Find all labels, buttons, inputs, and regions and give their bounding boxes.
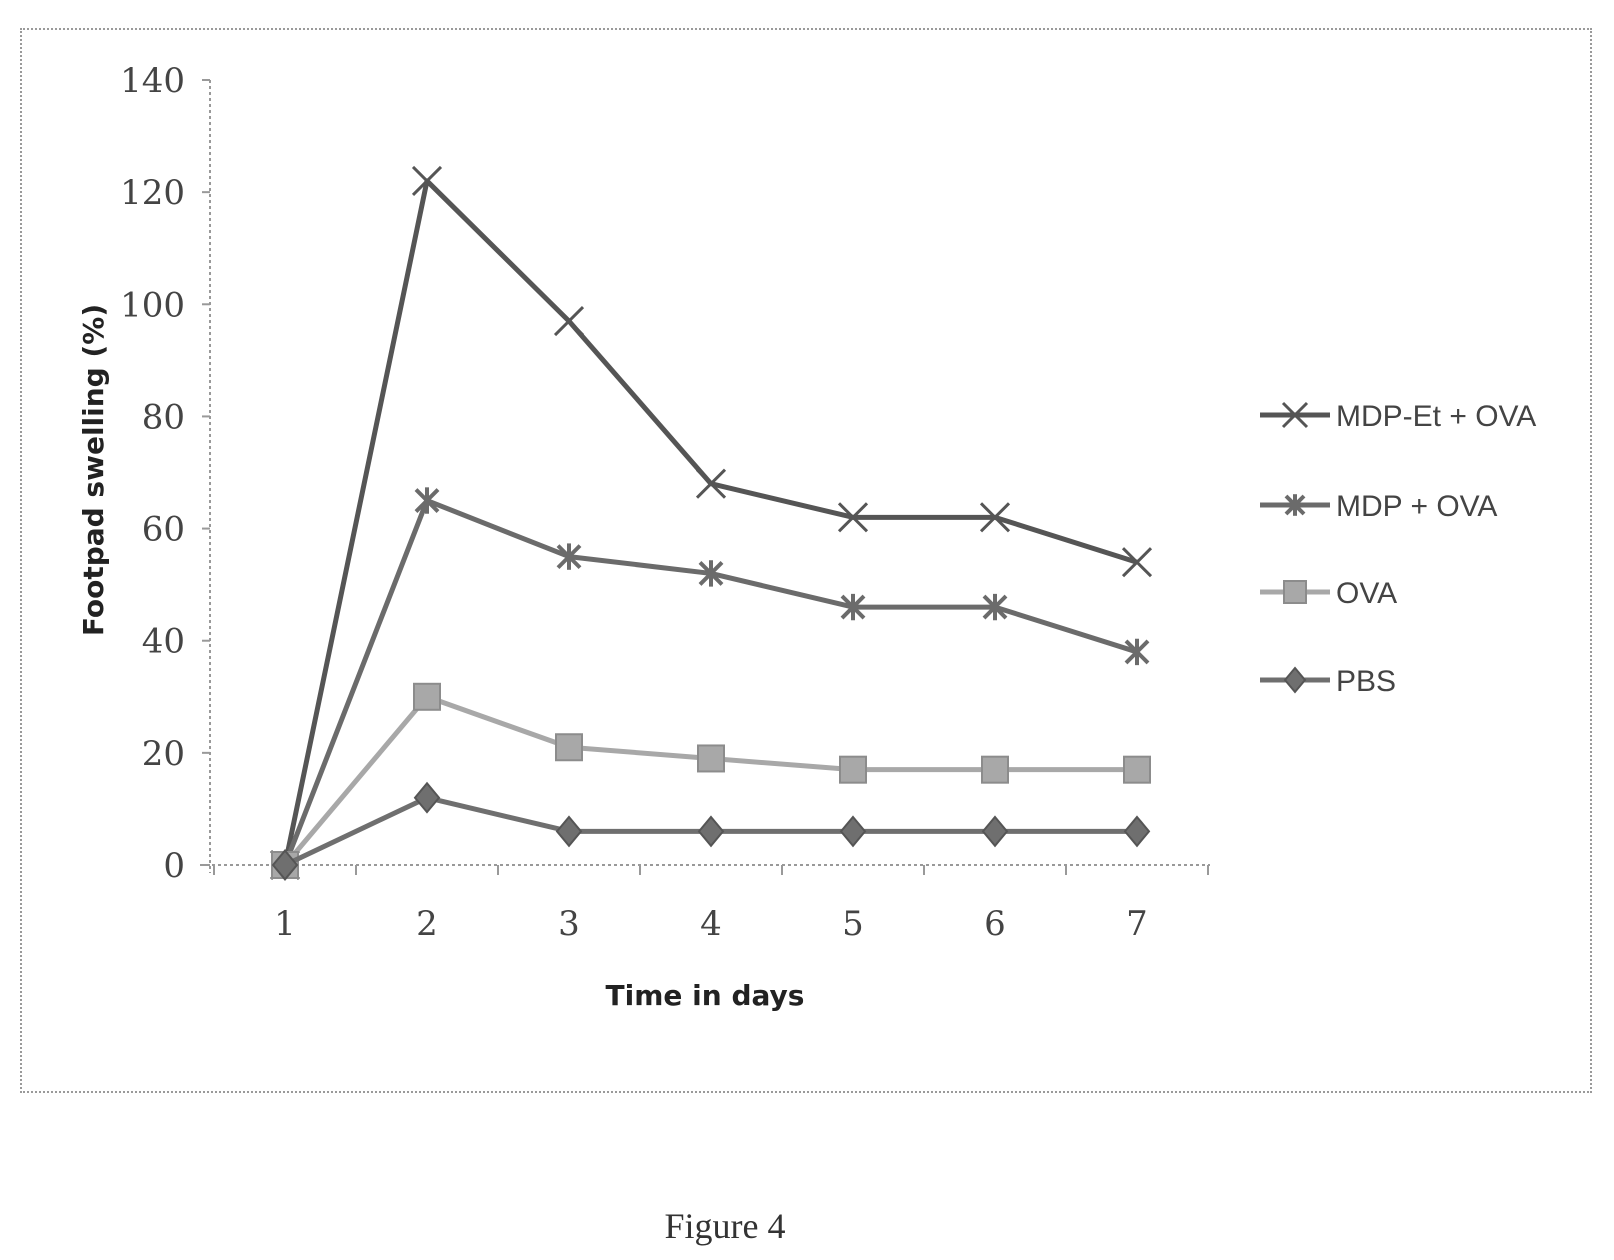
legend-item: OVA bbox=[1260, 577, 1397, 610]
y-tick-label: 80 bbox=[142, 397, 185, 437]
marker-stroke bbox=[411, 165, 443, 196]
data-point bbox=[839, 815, 867, 848]
marker-stroke bbox=[553, 306, 585, 337]
legend-label: OVA bbox=[1336, 577, 1397, 610]
legend-item: MDP-Et + OVA bbox=[1260, 400, 1536, 433]
chart-axes bbox=[200, 80, 1210, 873]
series-line bbox=[282, 498, 1138, 866]
x-tick-label: 3 bbox=[558, 904, 580, 944]
data-point bbox=[981, 815, 1009, 848]
data-point bbox=[837, 502, 869, 533]
data-point bbox=[1123, 755, 1151, 784]
data-point bbox=[411, 165, 443, 196]
data-point bbox=[413, 781, 441, 814]
y-tick-label: 40 bbox=[142, 622, 185, 662]
data-point bbox=[413, 682, 441, 711]
data-point bbox=[1124, 638, 1150, 666]
y-tick-label: 60 bbox=[142, 510, 185, 550]
marker-stroke bbox=[695, 468, 727, 499]
legend-marker bbox=[1281, 401, 1309, 429]
x-tick-label: 2 bbox=[416, 904, 438, 944]
legend-item: MDP + OVA bbox=[1260, 490, 1497, 523]
series-3 bbox=[271, 781, 1151, 881]
marker-stroke bbox=[1121, 547, 1153, 578]
legend-marker bbox=[1284, 494, 1306, 516]
data-point bbox=[414, 487, 440, 514]
data-point bbox=[979, 502, 1011, 533]
y-axis-title: Footpad swelling (%) bbox=[77, 304, 110, 636]
x-tick-label: 6 bbox=[984, 904, 1006, 944]
data-point bbox=[1123, 815, 1151, 848]
marker-stroke bbox=[837, 502, 869, 533]
legend-marker bbox=[1283, 666, 1307, 694]
x-tick-label: 5 bbox=[842, 904, 864, 944]
x-tick-label: 1 bbox=[274, 904, 296, 944]
y-tick-label: 100 bbox=[120, 285, 185, 325]
x-tick-label: 4 bbox=[700, 904, 722, 944]
data-point bbox=[840, 593, 866, 621]
data-point bbox=[553, 306, 585, 337]
data-point bbox=[556, 543, 582, 570]
figure-caption: Figure 4 bbox=[664, 1206, 786, 1246]
data-point bbox=[1121, 547, 1153, 578]
y-tick-label: 20 bbox=[142, 734, 185, 774]
legend-label: MDP-Et + OVA bbox=[1336, 400, 1536, 433]
data-point bbox=[555, 815, 583, 848]
data-point bbox=[982, 593, 1008, 621]
data-point bbox=[697, 815, 725, 848]
legend-label: PBS bbox=[1336, 665, 1396, 698]
figure-frame bbox=[20, 28, 1592, 1093]
x-tick-label: 7 bbox=[1126, 904, 1148, 944]
y-tick-label: 120 bbox=[120, 173, 185, 213]
marker-stroke bbox=[1281, 401, 1309, 429]
data-point bbox=[698, 560, 724, 587]
chart-legend: MDP-Et + OVA MDP + OVA OVA PBS bbox=[1260, 400, 1536, 698]
data-point bbox=[271, 849, 299, 881]
series-2 bbox=[271, 682, 1151, 879]
series-layer bbox=[269, 165, 1153, 881]
data-point bbox=[695, 468, 727, 499]
x-axis-title: Time in days bbox=[606, 979, 805, 1012]
legend-marker bbox=[1283, 580, 1307, 604]
data-point bbox=[839, 755, 867, 784]
y-tick-label: 0 bbox=[163, 846, 185, 886]
x-axis-ticks: 1 2 3 4 5 6 7 bbox=[213, 865, 1209, 944]
y-axis-ticks: 0 20 40 60 80 100 120 140 bbox=[120, 61, 210, 886]
legend-item: PBS bbox=[1260, 665, 1396, 698]
legend-label: MDP + OVA bbox=[1336, 490, 1497, 523]
marker-stroke bbox=[979, 502, 1011, 533]
y-tick-label: 140 bbox=[120, 61, 185, 101]
data-point bbox=[697, 744, 725, 773]
data-point bbox=[981, 755, 1009, 784]
data-point bbox=[555, 733, 583, 762]
